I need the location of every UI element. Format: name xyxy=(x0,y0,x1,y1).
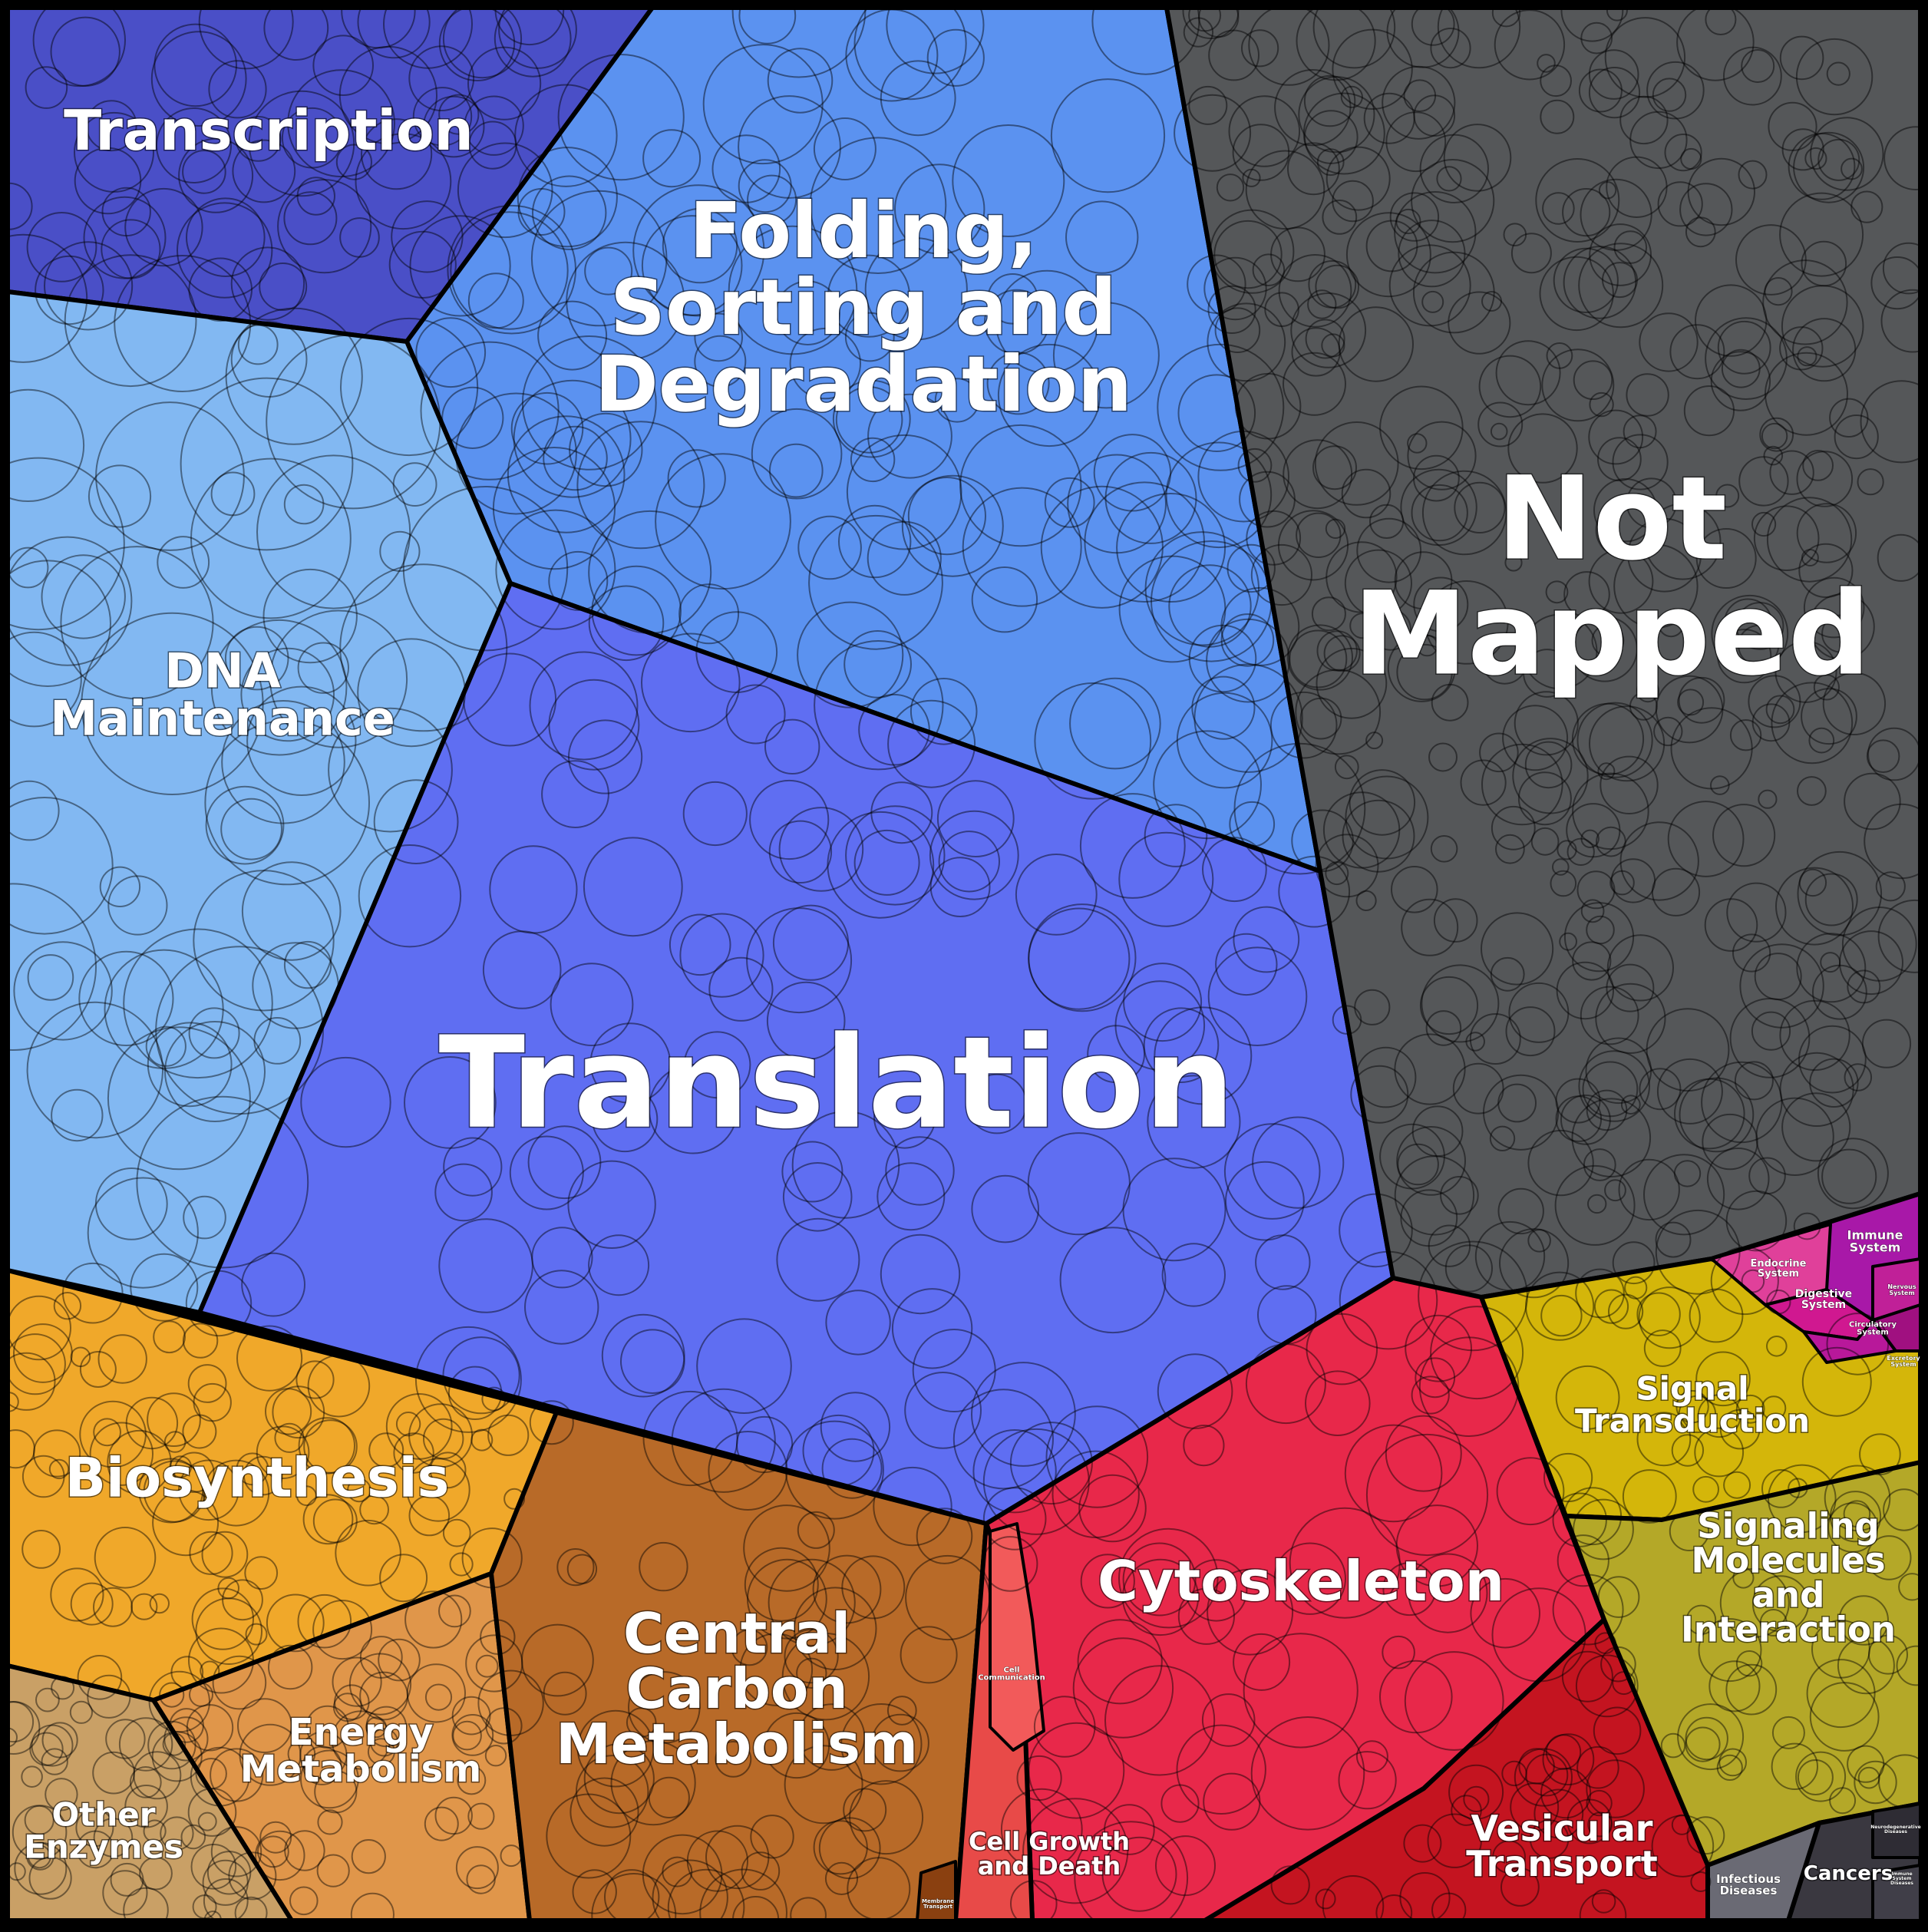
label-endocrine-line-1: System xyxy=(1758,1268,1799,1280)
label-signaling-molecules-line-3: Interaction xyxy=(1681,1609,1896,1650)
label-neurodegenerative-line-1: Diseases xyxy=(1884,1829,1907,1835)
label-immune-diseases-line-2: Diseases xyxy=(1890,1881,1913,1886)
label-immune-line-1: System xyxy=(1850,1240,1901,1255)
label-infectious-line-1: Diseases xyxy=(1720,1884,1778,1897)
label-transcription-line-0: Transcription xyxy=(64,98,474,163)
label-central-carbon-line-2: Metabolism xyxy=(556,1712,918,1776)
label-cytoskeleton-line-0: Cytoskeleton xyxy=(1098,1549,1504,1613)
label-cancers-line-0: Cancers xyxy=(1804,1862,1893,1885)
label-other-enzymes-line-1: Enzymes xyxy=(24,1828,183,1866)
label-excretory-line-1: System xyxy=(1890,1361,1916,1368)
label-translation-line-0: Translation xyxy=(439,1009,1235,1157)
label-not-mapped-line-1: Mapped xyxy=(1353,568,1870,702)
label-nervous-line-1: System xyxy=(1889,1290,1914,1296)
label-membrane-transport-line-1: Transport xyxy=(923,1904,953,1910)
label-circulatory-line-1: System xyxy=(1857,1329,1889,1337)
label-biosynthesis-line-0: Biosynthesis xyxy=(65,1447,450,1510)
label-digestive-line-1: System xyxy=(1801,1299,1846,1311)
label-signal-transduction-line-1: Transduction xyxy=(1575,1402,1810,1440)
label-energy-line-1: Metabolism xyxy=(240,1748,481,1791)
label-cell-growth-line-1: and Death xyxy=(978,1851,1121,1881)
label-vesicular-line-1: Transport xyxy=(1466,1843,1657,1884)
label-cell-communication-line-1: Communication xyxy=(978,1674,1045,1683)
label-folding-line-2: Degradation xyxy=(595,339,1132,429)
label-not-mapped-line-0: Not xyxy=(1497,453,1727,586)
label-dna-line-1: Maintenance xyxy=(50,691,395,747)
